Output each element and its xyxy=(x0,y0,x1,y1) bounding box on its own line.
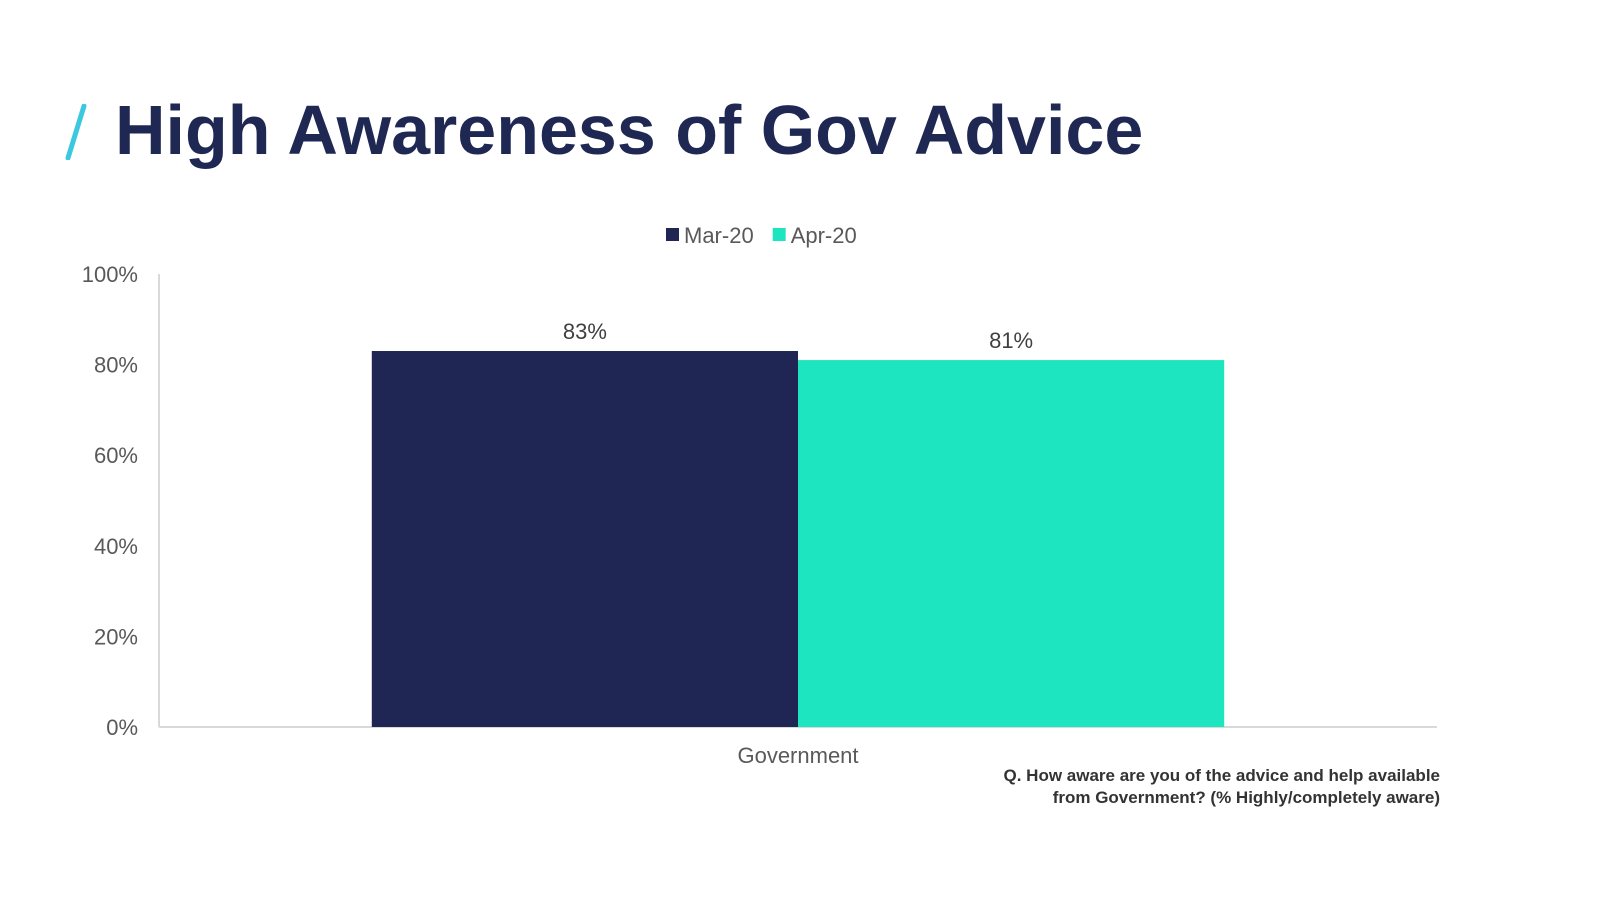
accent-slash-icon xyxy=(65,104,87,160)
y-tick-label: 20% xyxy=(94,624,138,649)
page-title: High Awareness of Gov Advice xyxy=(115,91,1144,169)
legend-label: Mar-20 xyxy=(684,223,754,248)
legend-swatch xyxy=(666,228,679,241)
footnote-line-1: Q. How aware are you of the advice and h… xyxy=(1003,766,1440,785)
y-tick-label: 40% xyxy=(94,534,138,559)
legend-swatch xyxy=(772,228,786,241)
footnote: Q. How aware are you of the advice and h… xyxy=(840,765,1440,809)
data-label: 81% xyxy=(989,328,1033,353)
y-tick-label: 80% xyxy=(94,353,138,378)
y-tick-label: 100% xyxy=(82,262,138,287)
bar-apr-20 xyxy=(798,360,1225,727)
data-label: 83% xyxy=(563,319,607,344)
x-tick-label: Government xyxy=(737,743,858,768)
legend-label: Apr-20 xyxy=(791,223,857,248)
y-tick-label: 60% xyxy=(94,443,138,468)
bar-mar-20 xyxy=(371,351,798,727)
y-tick-label: 0% xyxy=(106,715,138,740)
footnote-line-2: from Government? (% Highly/completely aw… xyxy=(1052,788,1440,807)
